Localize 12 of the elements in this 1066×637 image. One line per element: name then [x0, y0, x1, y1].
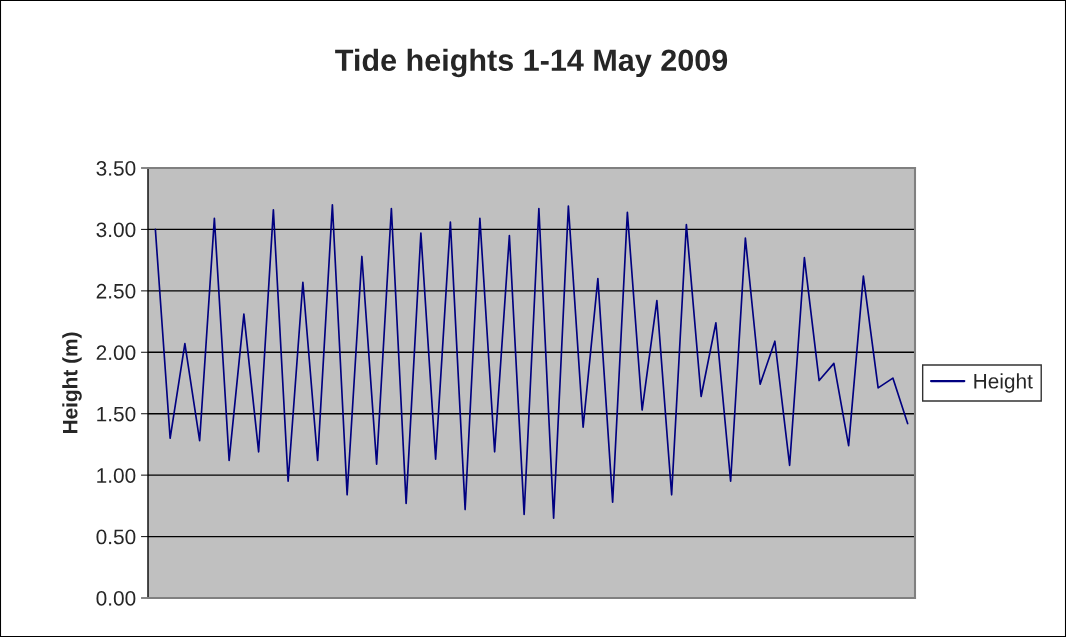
y-tick-label: 0.50	[96, 529, 136, 545]
line-series	[154, 204, 909, 519]
y-tick-label: 3.00	[96, 222, 136, 238]
y-tick-label: 1.50	[97, 406, 136, 422]
y-tick-label: 3.50	[96, 161, 136, 176]
y-tick-label: 2.50	[96, 283, 136, 299]
legend-label: Height	[974, 373, 1033, 393]
chart-title: Tide heights 1-14 May 2009	[335, 48, 728, 78]
y-tick-label: 2.00	[96, 345, 136, 361]
y-tick-label: 1.00	[97, 468, 136, 483]
y-axis-title: Height (m)	[62, 332, 82, 434]
y-tick-label: 0.00	[96, 591, 136, 606]
